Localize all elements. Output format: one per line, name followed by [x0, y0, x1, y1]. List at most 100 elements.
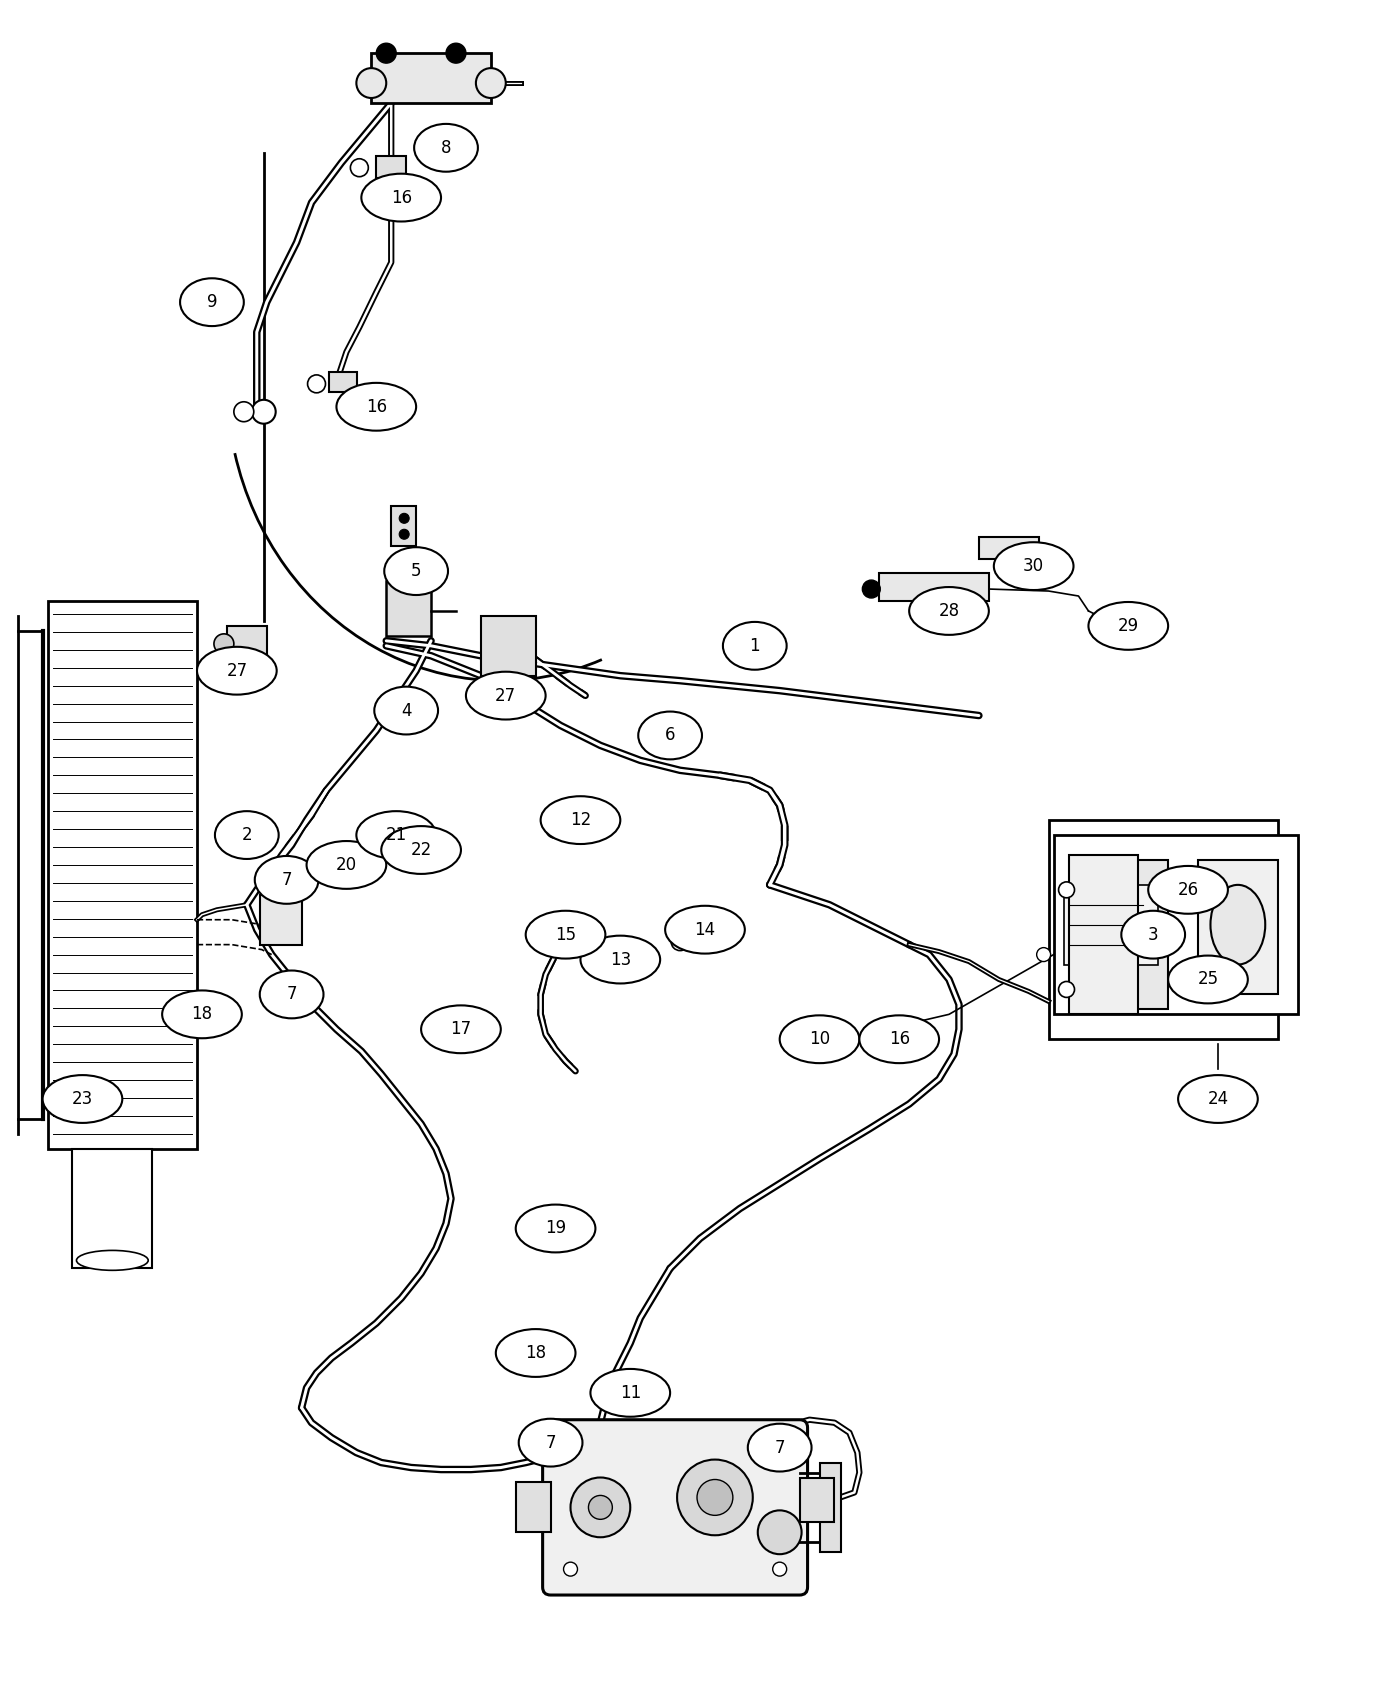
Text: 2: 2: [241, 826, 252, 845]
Ellipse shape: [307, 842, 386, 889]
Ellipse shape: [1148, 865, 1228, 913]
Ellipse shape: [1177, 1074, 1257, 1124]
Ellipse shape: [994, 542, 1074, 590]
Ellipse shape: [638, 712, 701, 760]
Text: 26: 26: [1177, 881, 1198, 899]
Ellipse shape: [374, 687, 438, 734]
Ellipse shape: [42, 1074, 122, 1124]
Bar: [1068, 855, 1138, 1015]
Circle shape: [564, 1438, 577, 1452]
Ellipse shape: [162, 991, 242, 1039]
Circle shape: [697, 1479, 732, 1515]
Text: 16: 16: [365, 398, 386, 416]
Text: 13: 13: [609, 950, 631, 969]
Ellipse shape: [665, 906, 745, 954]
Ellipse shape: [260, 971, 323, 1018]
Ellipse shape: [515, 1205, 595, 1253]
Text: 20: 20: [336, 855, 357, 874]
Bar: [377, 156, 406, 178]
Text: 12: 12: [570, 811, 591, 830]
Circle shape: [447, 42, 466, 63]
Text: 7: 7: [287, 986, 297, 1003]
Bar: [799, 1477, 834, 1522]
Ellipse shape: [357, 811, 435, 858]
Circle shape: [377, 42, 396, 63]
Ellipse shape: [581, 935, 661, 984]
Circle shape: [357, 68, 386, 99]
Text: 3: 3: [1148, 927, 1159, 944]
Circle shape: [602, 959, 619, 976]
Text: 7: 7: [281, 870, 291, 889]
Circle shape: [588, 1496, 612, 1520]
Text: 21: 21: [385, 826, 407, 845]
Ellipse shape: [216, 811, 279, 858]
Text: 10: 10: [809, 1030, 830, 1049]
Text: 17: 17: [451, 1020, 472, 1039]
Circle shape: [773, 1438, 787, 1452]
Text: 5: 5: [410, 563, 421, 580]
Circle shape: [862, 580, 881, 598]
Text: 11: 11: [620, 1384, 641, 1402]
Bar: [819, 1462, 841, 1552]
Circle shape: [308, 376, 325, 393]
Bar: [260, 894, 301, 945]
Circle shape: [252, 400, 276, 423]
Text: 18: 18: [192, 1005, 213, 1023]
Ellipse shape: [496, 1329, 575, 1377]
Ellipse shape: [421, 1005, 501, 1054]
Ellipse shape: [1088, 602, 1168, 649]
Bar: [515, 1482, 550, 1532]
Bar: [48, 602, 197, 1149]
Circle shape: [757, 1510, 802, 1554]
Bar: [1049, 819, 1278, 1039]
Circle shape: [773, 1562, 787, 1576]
FancyBboxPatch shape: [543, 1420, 808, 1595]
Circle shape: [399, 529, 409, 539]
Circle shape: [399, 513, 409, 524]
Circle shape: [678, 1460, 753, 1535]
Bar: [1054, 835, 1298, 1015]
Ellipse shape: [466, 672, 546, 719]
Text: 19: 19: [545, 1219, 566, 1238]
Text: 8: 8: [441, 139, 451, 156]
Text: 16: 16: [889, 1030, 910, 1049]
Text: 29: 29: [1117, 617, 1138, 634]
Bar: [879, 573, 988, 602]
Ellipse shape: [1121, 911, 1184, 959]
Bar: [386, 581, 431, 636]
Bar: [391, 507, 416, 546]
Text: 9: 9: [207, 292, 217, 311]
Ellipse shape: [197, 646, 277, 695]
Ellipse shape: [336, 382, 416, 430]
Text: 23: 23: [71, 1090, 92, 1108]
Text: 7: 7: [774, 1438, 785, 1457]
Ellipse shape: [414, 124, 477, 172]
Bar: [73, 1149, 153, 1268]
Text: 28: 28: [938, 602, 959, 620]
Circle shape: [476, 68, 505, 99]
Circle shape: [214, 634, 234, 654]
Circle shape: [571, 1477, 630, 1537]
Bar: [329, 372, 357, 391]
Ellipse shape: [255, 857, 319, 904]
Text: 4: 4: [400, 702, 412, 719]
Ellipse shape: [525, 911, 605, 959]
Circle shape: [1058, 882, 1075, 898]
Ellipse shape: [748, 1423, 812, 1472]
Text: 25: 25: [1197, 971, 1218, 988]
Bar: [979, 537, 1039, 559]
Text: 22: 22: [410, 842, 431, 858]
Circle shape: [1036, 947, 1050, 962]
Circle shape: [234, 401, 253, 422]
Ellipse shape: [860, 1015, 939, 1062]
Ellipse shape: [540, 796, 620, 843]
Circle shape: [350, 158, 368, 177]
Ellipse shape: [1211, 886, 1266, 964]
Text: 15: 15: [554, 927, 575, 944]
Ellipse shape: [780, 1015, 860, 1062]
Text: 24: 24: [1207, 1090, 1228, 1108]
Ellipse shape: [722, 622, 787, 670]
Ellipse shape: [381, 826, 461, 874]
Ellipse shape: [384, 547, 448, 595]
Text: 16: 16: [391, 189, 412, 207]
